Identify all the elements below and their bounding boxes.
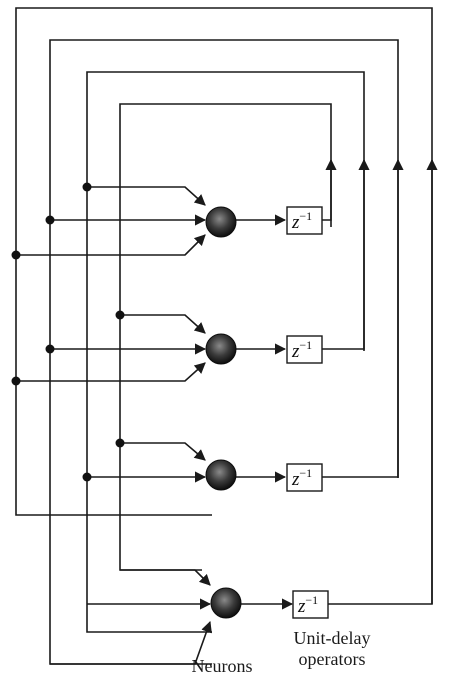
- feedback-line-4: [15, 7, 433, 604]
- junction-dot: [45, 215, 55, 225]
- neuron-4: [210, 587, 242, 619]
- neuron-2: [205, 333, 237, 365]
- n4-input-c: [50, 620, 212, 665]
- junction-dot: [82, 472, 92, 482]
- junction-dot: [45, 344, 55, 354]
- delay1-out: [322, 190, 332, 221]
- junction-dot: [82, 182, 92, 192]
- junction-dot: [11, 250, 21, 260]
- delay-symbol: z: [291, 341, 300, 362]
- delay-box-3: z−1: [286, 463, 323, 492]
- junction-dot: [11, 376, 21, 386]
- delay-exponent: −1: [299, 209, 312, 223]
- delay4-out: [328, 190, 433, 605]
- neuron-3: [205, 459, 237, 491]
- n3-input-a: [120, 442, 206, 461]
- n4-input-a: [120, 569, 211, 586]
- svg-text:z−1: z−1: [297, 593, 318, 617]
- delay-symbol: z: [297, 596, 306, 617]
- delay-symbol: z: [291, 469, 300, 490]
- neurons-caption: Neurons: [191, 656, 253, 676]
- svg-text:z−1: z−1: [291, 338, 312, 362]
- delay3-out: [322, 190, 399, 478]
- n2-input-a: [120, 314, 206, 334]
- unit-delay-caption-line2: operators: [298, 649, 366, 669]
- n1-input-c: [16, 234, 206, 256]
- delay2-out: [322, 190, 365, 350]
- unit-delay-caption: Unit-delay operators: [284, 628, 380, 670]
- delay-exponent: −1: [299, 466, 312, 480]
- delay-symbol: z: [291, 212, 300, 233]
- n2-input-c: [16, 362, 206, 382]
- unit-delay-caption-line1: Unit-delay: [293, 628, 371, 648]
- svg-text:z−1: z−1: [291, 209, 312, 233]
- delay-box-2: z−1: [286, 335, 323, 364]
- delay-box-1: z−1: [286, 206, 323, 235]
- n1-input-a: [87, 186, 206, 206]
- neuron-1: [205, 206, 237, 238]
- junction-dot: [115, 310, 125, 320]
- delay-exponent: −1: [299, 338, 312, 352]
- delay-box-4: z−1: [292, 590, 329, 619]
- delay-exponent: −1: [305, 593, 318, 607]
- junction-dot: [115, 438, 125, 448]
- svg-text:z−1: z−1: [291, 466, 312, 490]
